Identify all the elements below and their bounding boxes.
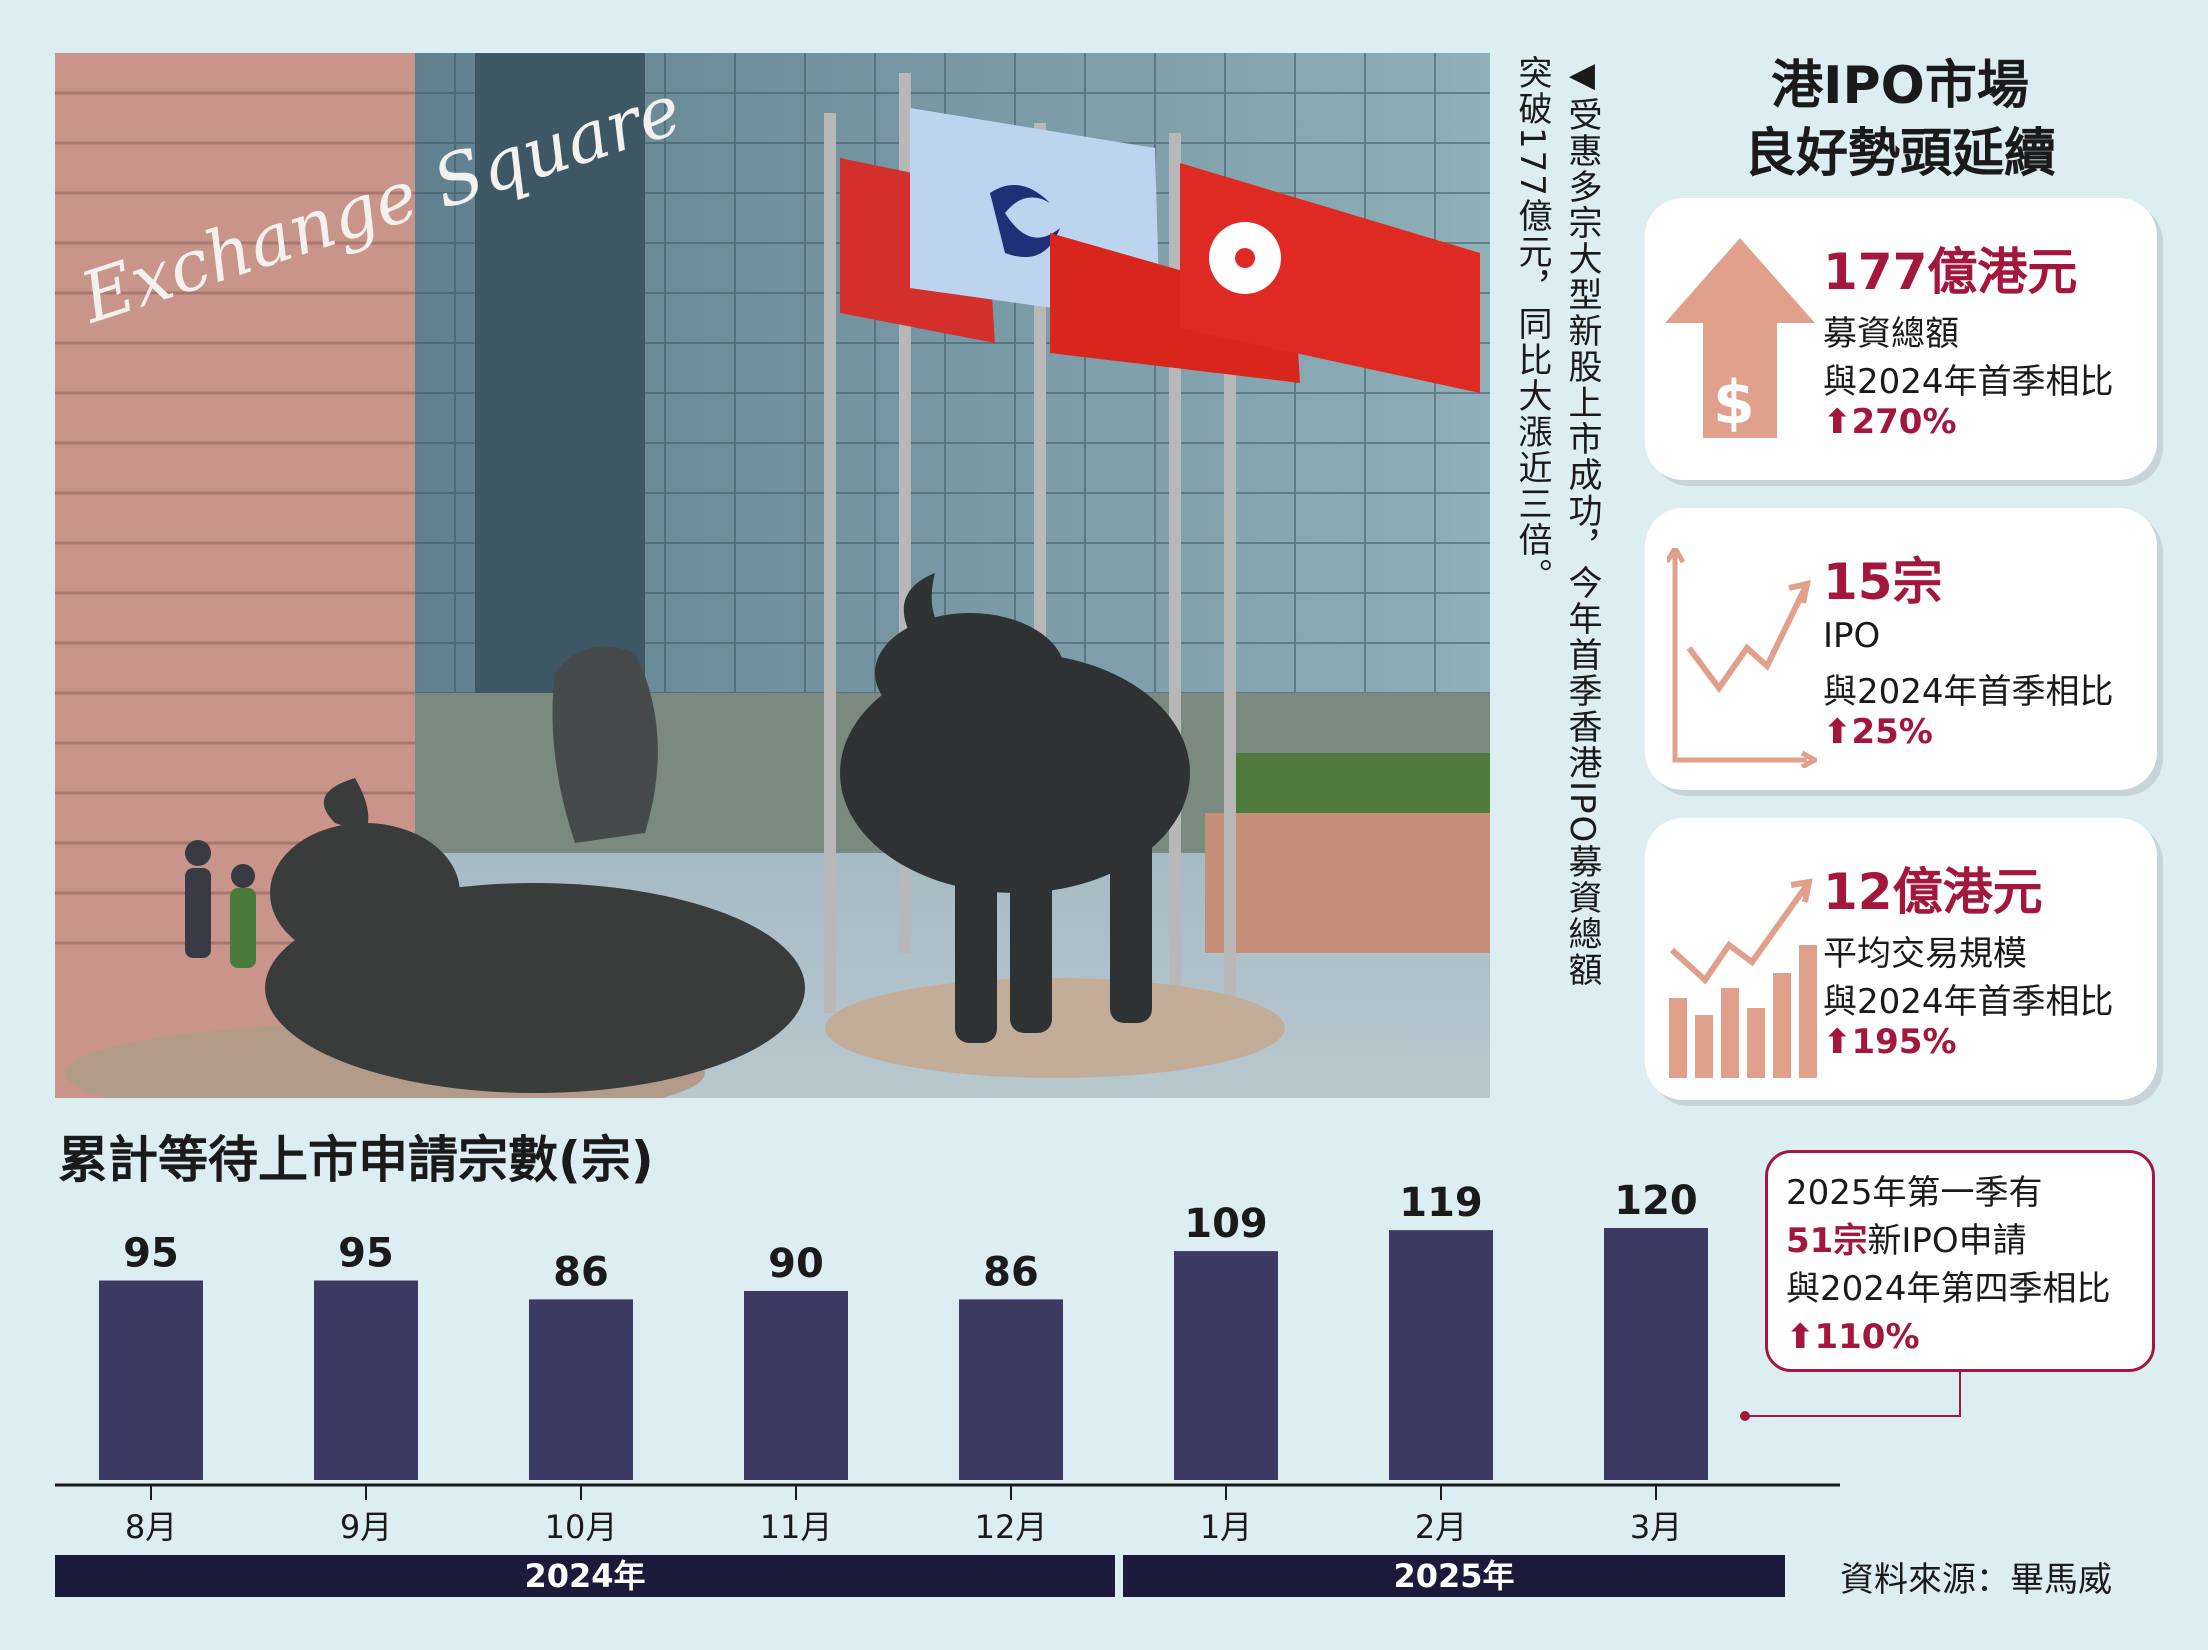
card-value: 177億港元: [1823, 243, 2078, 301]
photo-caption-line-1: ◀受惠多宗大型新股上市成功，今年首季香港IPO募資總額: [1562, 55, 1602, 989]
note-highlight: 51宗: [1786, 1221, 1868, 1261]
stat-card-total-funds: $ 177億港元 募資總額 與2024年首季相比 ⬆270%: [1645, 198, 2157, 480]
x-tick-label: 8月: [125, 1508, 177, 1546]
card-compare: 與2024年首季相比: [1823, 672, 2114, 712]
note-line-2: 51宗新IPO申請: [1786, 1217, 2152, 1265]
card-compare: 與2024年首季相比: [1823, 362, 2114, 402]
card-change: ⬆195%: [1823, 1022, 1957, 1062]
note-line-1: 2025年第一季有: [1786, 1173, 2043, 1213]
note-connector: [1745, 1372, 1961, 1417]
year-group-2024: 2024年: [55, 1555, 1115, 1597]
bar-line-chart-icon: [1669, 878, 1817, 1078]
bar-11月: [744, 1291, 848, 1480]
x-tick-label: 9月: [340, 1508, 392, 1546]
bar-8月: [99, 1280, 203, 1480]
bar-1月: [1174, 1251, 1278, 1480]
svg-text:$: $: [1713, 368, 1755, 438]
photo-illustration: Exchange Square: [55, 53, 1490, 1098]
up-arrow-dollar-icon: $: [1665, 238, 1815, 438]
x-tick-label: 1月: [1200, 1508, 1252, 1546]
note-line-3: 與2024年第四季相比: [1786, 1269, 2111, 1309]
note-connector-dot: [1740, 1411, 1750, 1421]
new-applications-note: 2025年第一季有 51宗新IPO申請 與2024年第四季相比 ⬆110%: [1765, 1150, 2155, 1372]
headline: 港IPO市場 良好勢頭延續: [1640, 52, 2160, 188]
bar-value-label: 95: [123, 1231, 179, 1277]
card-change: ⬆270%: [1823, 402, 1957, 442]
bar-12月: [959, 1299, 1063, 1480]
card-label: 募資總額: [1823, 314, 1959, 354]
note-change: ⬆110%: [1786, 1317, 1920, 1357]
bar-value-label: 120: [1614, 1178, 1698, 1224]
note-line-2-text: 新IPO申請: [1867, 1221, 2027, 1261]
bars-layer: 95 8月 95 9月 86 10月 90 11月 86 12月 109 1月 119 2月 120 3月: [99, 1178, 1708, 1546]
exchange-square-photo: Exchange Square: [55, 53, 1490, 1098]
bar-10月: [529, 1299, 633, 1480]
x-tick-label: 10月: [545, 1508, 618, 1546]
chart-title: 累計等待上市申請宗數(宗): [58, 1131, 654, 1189]
year-group-2025: 2025年: [1123, 1555, 1785, 1597]
bar-value-label: 90: [768, 1241, 824, 1287]
x-tick-label: 12月: [975, 1508, 1048, 1546]
bar-value-label: 86: [983, 1249, 1039, 1295]
card-label: IPO: [1823, 616, 1881, 656]
bar-2月: [1389, 1230, 1493, 1480]
headline-line-2: 良好勢頭延續: [1743, 124, 2056, 184]
card-compare: 與2024年首季相比: [1823, 982, 2114, 1022]
card-change: ⬆25%: [1823, 712, 1933, 752]
bar-value-label: 119: [1399, 1180, 1483, 1226]
headline-line-1: 港IPO市場: [1771, 56, 2029, 116]
bar-9月: [314, 1280, 418, 1480]
photo-caption-line-2: 突破177億元，同比大漲近三倍。: [1512, 55, 1552, 594]
bar-value-label: 95: [338, 1231, 394, 1277]
x-tick-label: 11月: [760, 1508, 833, 1546]
card-label: 平均交易規模: [1823, 934, 2027, 974]
bar-3月: [1604, 1228, 1708, 1480]
card-value: 12億港元: [1823, 863, 2043, 921]
data-source: 資料來源：畢馬威: [1840, 1560, 2112, 1600]
stat-card-avg-deal-size: 12億港元 平均交易規模 與2024年首季相比 ⬆195%: [1645, 818, 2157, 1100]
x-tick-label: 3月: [1630, 1508, 1682, 1546]
bar-value-label: 86: [553, 1249, 609, 1295]
x-tick-label: 2月: [1415, 1508, 1467, 1546]
bar-value-label: 109: [1184, 1201, 1268, 1247]
stat-card-ipo-count: 15宗 IPO 與2024年首季相比 ⬆25%: [1645, 508, 2157, 790]
line-chart-icon: [1667, 548, 1817, 768]
card-value: 15宗: [1823, 553, 1943, 611]
